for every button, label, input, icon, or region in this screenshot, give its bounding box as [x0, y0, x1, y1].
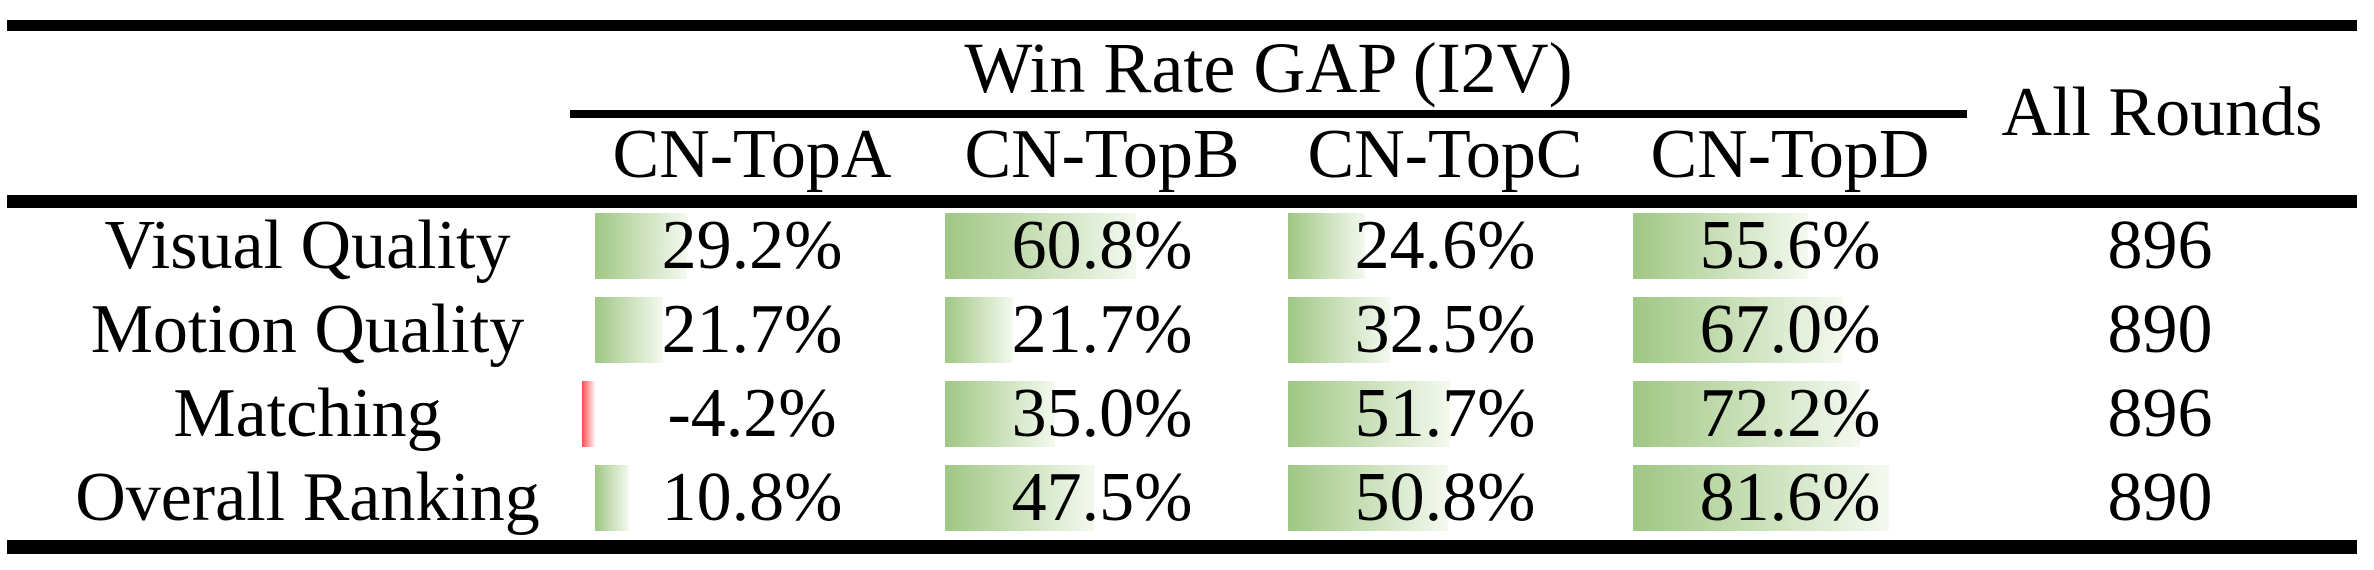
data-cell: 60.8%: [945, 204, 1259, 288]
row-label: Motion Quality: [90, 291, 525, 368]
cell-value: -4.2%: [667, 375, 837, 452]
data-bar: [1288, 381, 1451, 447]
data-cell: 51.7%: [1288, 372, 1602, 456]
group-header-title: Win Rate GAP (I2V): [964, 28, 1573, 108]
data-bar: [595, 213, 687, 279]
data-cell: 55.6%: [1633, 204, 1947, 288]
data-cell: 67.0%: [1633, 288, 1947, 372]
cell-value: 47.5%: [1011, 459, 1193, 536]
data-cell: 72.2%: [1633, 372, 1947, 456]
cell-value: 50.8%: [1354, 459, 1536, 536]
data-cell: 10.8%: [595, 456, 909, 540]
cell-value: 10.8%: [661, 459, 843, 536]
column-header-cn-topd: CN-TopD: [1650, 116, 1930, 193]
data-bar: [945, 213, 1136, 279]
data-cell: 24.6%: [1288, 204, 1602, 288]
data-bar: [1633, 213, 1808, 279]
cell-value: 21.7%: [1011, 291, 1193, 368]
data-bar: [1288, 465, 1448, 531]
cell-value: 32.5%: [1354, 291, 1536, 368]
row-label: Visual Quality: [104, 207, 511, 284]
table-row: Motion Quality 21.7% 21.7% 32.5% 67.0% 8…: [0, 288, 2374, 372]
data-bar: [945, 465, 1095, 531]
group-midrule: [570, 110, 1967, 118]
data-cell: 81.6%: [1633, 456, 1947, 540]
table-row: Visual Quality 29.2% 60.8% 24.6% 55.6% 8…: [0, 204, 2374, 288]
cell-value: 72.2%: [1699, 375, 1881, 452]
data-bar: [595, 297, 664, 363]
table-row: Matching -4.2% 35.0% 51.7% 72.2% 896: [0, 372, 2374, 456]
data-bar: [1633, 465, 1890, 531]
column-header-cn-topb: CN-TopB: [964, 116, 1240, 193]
data-bar: [1288, 297, 1391, 363]
data-bar: [1633, 381, 1860, 447]
data-bar-negative: [581, 381, 595, 447]
cell-value: 55.6%: [1699, 207, 1881, 284]
cell-value: 60.8%: [1011, 207, 1193, 284]
cell-value: 24.6%: [1354, 207, 1536, 284]
cell-value: 51.7%: [1354, 375, 1536, 452]
top-rule: [7, 20, 2357, 31]
data-cell: 21.7%: [595, 288, 909, 372]
cell-value: 21.7%: [661, 291, 843, 368]
cell-value: 35.0%: [1011, 375, 1193, 452]
data-cell: 35.0%: [945, 372, 1259, 456]
data-bar: [1288, 213, 1366, 279]
bottom-rule: [7, 540, 2357, 554]
header-rule: [7, 195, 2357, 208]
data-cell: 50.8%: [1288, 456, 1602, 540]
data-bar: [945, 381, 1055, 447]
data-cell: 21.7%: [945, 288, 1259, 372]
rounds-value: 890: [2107, 291, 2213, 368]
data-bar: [595, 465, 629, 531]
row-label: Overall Ranking: [75, 459, 540, 536]
data-cell: 29.2%: [595, 204, 909, 288]
rounds-value: 896: [2107, 207, 2213, 284]
cell-value: 67.0%: [1699, 291, 1881, 368]
table-row: Overall Ranking 10.8% 47.5% 50.8% 81.6% …: [0, 456, 2374, 540]
cell-value: 81.6%: [1699, 459, 1881, 536]
cell-value: 29.2%: [661, 207, 843, 284]
rounds-value: 890: [2107, 459, 2213, 536]
data-bar: [1633, 297, 1844, 363]
column-header-cn-topc: CN-TopC: [1307, 116, 1583, 193]
rounds-value: 896: [2107, 375, 2213, 452]
data-bar: [945, 297, 1014, 363]
column-header-all-rounds: All Rounds: [2001, 74, 2323, 151]
data-cell: 32.5%: [1288, 288, 1602, 372]
data-cell: 47.5%: [945, 456, 1259, 540]
row-label: Matching: [173, 375, 442, 452]
column-header-cn-topa: CN-TopA: [612, 116, 892, 193]
data-cell: -4.2%: [581, 372, 909, 456]
